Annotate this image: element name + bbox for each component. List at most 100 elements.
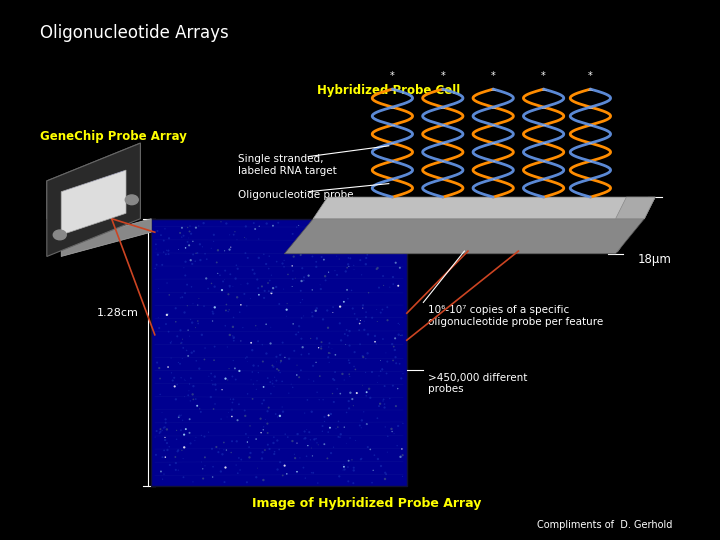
Point xyxy=(231,235,243,244)
Point xyxy=(162,310,174,319)
Point xyxy=(347,304,359,313)
Point xyxy=(274,458,286,467)
Point xyxy=(192,301,204,309)
Point xyxy=(175,326,186,335)
Point xyxy=(226,406,238,414)
Point xyxy=(163,327,174,336)
Point xyxy=(192,249,203,258)
Point xyxy=(311,388,323,396)
Point xyxy=(206,444,217,453)
Circle shape xyxy=(53,230,66,240)
Point xyxy=(179,375,190,383)
Point xyxy=(359,231,370,240)
Point xyxy=(268,433,279,441)
Point xyxy=(222,343,233,352)
Point xyxy=(263,403,274,412)
Point xyxy=(185,439,197,448)
Point xyxy=(243,443,255,451)
Point xyxy=(256,428,267,437)
Point xyxy=(328,443,339,451)
Point xyxy=(297,264,308,273)
Point xyxy=(310,262,322,271)
Point xyxy=(296,314,307,322)
Point xyxy=(150,264,161,273)
Point xyxy=(224,245,235,254)
Point xyxy=(394,264,405,272)
Point xyxy=(348,246,360,254)
Point xyxy=(248,269,260,278)
Point xyxy=(305,334,316,343)
Point xyxy=(377,335,389,343)
Point xyxy=(209,372,220,381)
Point xyxy=(380,470,392,478)
Point xyxy=(163,234,175,242)
Point xyxy=(176,293,188,301)
Point xyxy=(175,339,186,348)
Point xyxy=(253,368,264,377)
Point xyxy=(210,400,221,408)
Point xyxy=(188,395,199,404)
Point xyxy=(357,352,369,360)
Point xyxy=(263,264,274,273)
Point xyxy=(386,424,397,433)
Point xyxy=(230,375,241,384)
Point xyxy=(199,355,210,364)
Point xyxy=(155,425,166,434)
Point xyxy=(366,368,378,376)
Point xyxy=(253,284,264,293)
Point xyxy=(377,305,388,314)
Point xyxy=(372,378,383,387)
Point xyxy=(151,427,163,435)
Point xyxy=(289,450,300,458)
Point xyxy=(271,282,282,291)
Text: Oligonucleotide probe: Oligonucleotide probe xyxy=(238,191,353,200)
Point xyxy=(176,411,187,420)
Point xyxy=(328,397,340,406)
Point xyxy=(374,356,386,365)
Point xyxy=(356,271,367,279)
Point xyxy=(310,258,322,266)
Point xyxy=(207,309,219,318)
Point xyxy=(262,440,274,449)
Point xyxy=(178,343,189,352)
Point xyxy=(243,433,254,442)
Point xyxy=(229,227,240,236)
Point xyxy=(261,260,272,268)
Point xyxy=(269,382,280,391)
Point xyxy=(237,323,248,332)
Point xyxy=(234,308,246,316)
Point xyxy=(332,217,343,226)
Point xyxy=(242,438,253,447)
Point xyxy=(314,219,325,228)
Point xyxy=(153,323,165,332)
Point xyxy=(350,436,361,445)
Point xyxy=(343,456,354,465)
Point xyxy=(163,246,174,255)
Point xyxy=(264,276,276,285)
Point xyxy=(253,254,264,262)
Point xyxy=(184,332,195,341)
Polygon shape xyxy=(284,219,644,254)
Point xyxy=(224,330,235,339)
Point xyxy=(153,284,164,293)
Point xyxy=(225,395,236,403)
Point xyxy=(270,410,282,418)
Point xyxy=(190,433,202,442)
Point xyxy=(382,448,393,456)
Point xyxy=(325,449,337,457)
Point xyxy=(182,352,194,360)
Point xyxy=(325,410,336,418)
Point xyxy=(334,433,346,442)
Point xyxy=(360,308,372,316)
Point xyxy=(245,449,256,457)
Point xyxy=(377,365,388,374)
Point xyxy=(197,464,209,473)
Point xyxy=(232,265,243,273)
Point xyxy=(229,364,240,373)
Point xyxy=(173,413,184,422)
Point xyxy=(360,313,372,321)
Point xyxy=(250,321,261,330)
Point xyxy=(369,451,380,460)
Point xyxy=(298,273,310,281)
Point xyxy=(392,281,404,290)
